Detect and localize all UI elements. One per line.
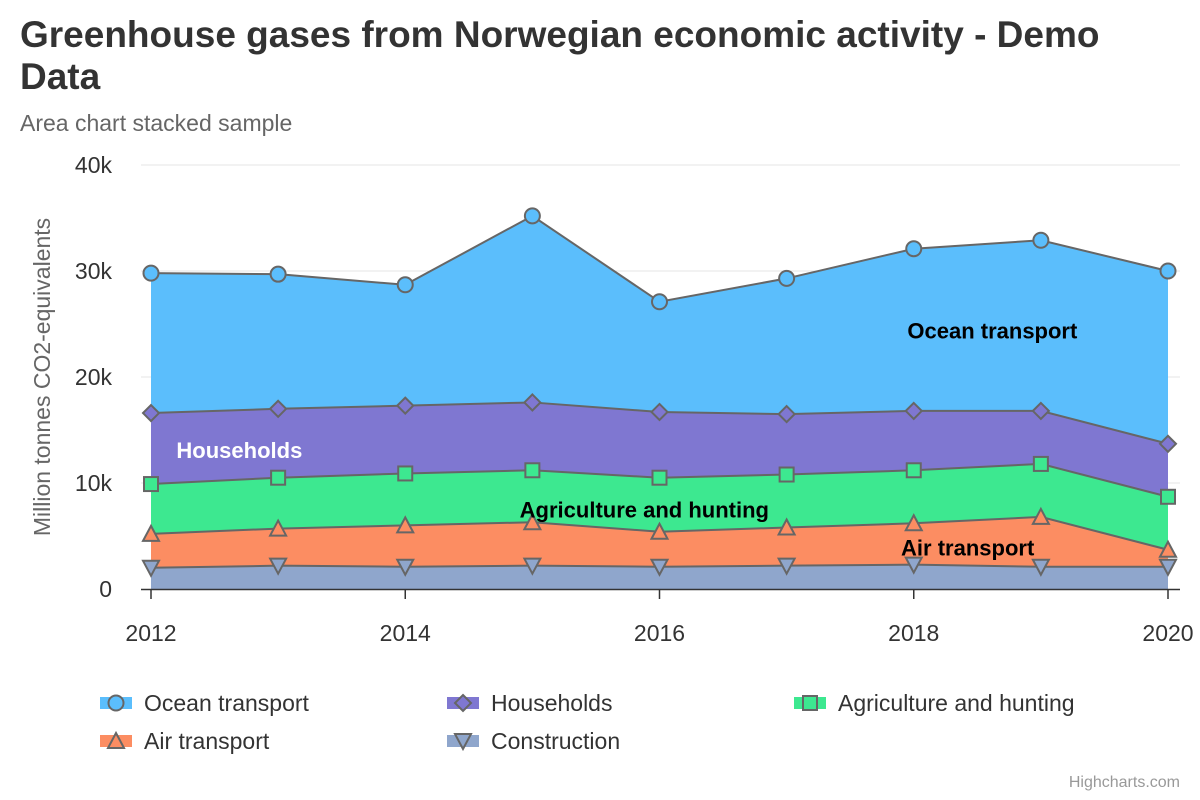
data-point: [268, 399, 288, 419]
x-tick-label: 2020: [1142, 620, 1193, 646]
data-point: [905, 240, 923, 258]
data-point: [1031, 506, 1051, 525]
legend-label: Agriculture and hunting: [838, 689, 1075, 716]
chart-subtitle: Area chart stacked sample: [20, 110, 293, 136]
data-point: [522, 393, 542, 412]
data-point: [141, 403, 161, 423]
data-point: [651, 469, 668, 486]
y-tick-label: 30k: [75, 258, 113, 284]
data-markers: [141, 207, 1178, 578]
data-point: [905, 462, 922, 479]
data-point: [107, 694, 125, 712]
x-tick-label: 2014: [380, 620, 431, 646]
legend-symbol-icon: [447, 733, 479, 752]
legend-label: Air transport: [144, 727, 270, 754]
data-point: [1160, 488, 1176, 505]
data-point: [904, 556, 924, 575]
data-point: [1158, 539, 1178, 558]
data-point: [1031, 558, 1051, 577]
y-tick-label: 20k: [75, 364, 113, 390]
y-axis-title: Million tonnes CO2-equivalents: [29, 218, 55, 536]
legend-label: Households: [491, 689, 613, 716]
data-point: [1158, 558, 1178, 577]
credits-link[interactable]: Highcharts.com: [1068, 774, 1180, 791]
data-point: [1158, 434, 1178, 454]
axes: 0 10k 20k 30k 40k 2012 2014 2016 2018 2020: [75, 152, 1194, 646]
data-point: [651, 293, 668, 311]
x-tick-label: 2018: [888, 620, 939, 646]
legend-symbol-icon: [100, 694, 132, 712]
legend-label: Construction: [491, 727, 621, 754]
y-tick-label: 40k: [75, 152, 113, 178]
data-point: [143, 476, 159, 493]
data-point: [396, 276, 414, 294]
y-tick-label: 0: [99, 576, 112, 602]
area-ocean-transport: [151, 215, 1168, 444]
data-point: [270, 469, 287, 486]
x-tick-label: 2016: [634, 620, 685, 646]
data-point: [268, 518, 288, 537]
x-tick-label: 2012: [125, 620, 176, 646]
data-point: [522, 557, 543, 576]
data-point: [269, 265, 287, 283]
data-point: [142, 264, 160, 282]
legend: Ocean transport Households Agriculture and…: [100, 686, 1160, 766]
data-point: [776, 557, 797, 576]
data-point: [395, 558, 415, 577]
area-agriculture-and-hunting: [151, 463, 1168, 550]
data-point: [141, 523, 161, 542]
annotation-label: Ocean transport: [907, 318, 1078, 343]
data-point: [453, 693, 473, 713]
data-point: [649, 521, 670, 540]
data-point: [106, 730, 126, 749]
legend-item-households[interactable]: Households: [447, 686, 612, 720]
data-point: [453, 733, 473, 752]
annotation-label: Households: [176, 438, 302, 463]
data-point: [141, 559, 161, 578]
data-point: [650, 402, 669, 422]
data-point: [1032, 231, 1050, 249]
data-point: [802, 695, 818, 711]
data-point: [395, 396, 415, 416]
data-point: [778, 466, 795, 483]
data-point: [523, 207, 541, 225]
series-annotations: Ocean transport Households Agriculture and…: [176, 318, 1078, 560]
data-point: [397, 465, 414, 482]
data-point: [268, 557, 288, 576]
data-point: [524, 462, 541, 479]
data-point: [1032, 455, 1049, 472]
data-point: [904, 401, 924, 421]
data-point: [778, 269, 796, 287]
legend-item-construction[interactable]: Construction: [447, 724, 620, 758]
data-point: [1031, 401, 1051, 421]
data-point: [395, 515, 415, 534]
legend-item-ocean-transport[interactable]: Ocean transport: [100, 686, 309, 720]
data-point: [1159, 262, 1177, 280]
data-point: [776, 517, 797, 536]
annotation-label: Air transport: [901, 536, 1035, 561]
data-point: [904, 513, 924, 532]
legend-label: Ocean transport: [144, 689, 309, 716]
legend-symbol-icon: [794, 695, 826, 711]
data-point: [777, 404, 797, 424]
legend-item-air-transport[interactable]: Air transport: [100, 724, 269, 758]
y-tick-label: 10k: [75, 470, 113, 496]
legend-symbol-icon: [447, 693, 479, 713]
legend-item-agriculture-and-hunting[interactable]: Agriculture and hunting: [794, 686, 1075, 720]
legend-symbol-icon: [100, 730, 132, 749]
data-point: [522, 512, 543, 531]
chart-title: Greenhouse gases from Norwegian economic…: [20, 14, 1100, 97]
data-point: [649, 558, 670, 577]
annotation-label: Agriculture and hunting: [520, 498, 769, 523]
